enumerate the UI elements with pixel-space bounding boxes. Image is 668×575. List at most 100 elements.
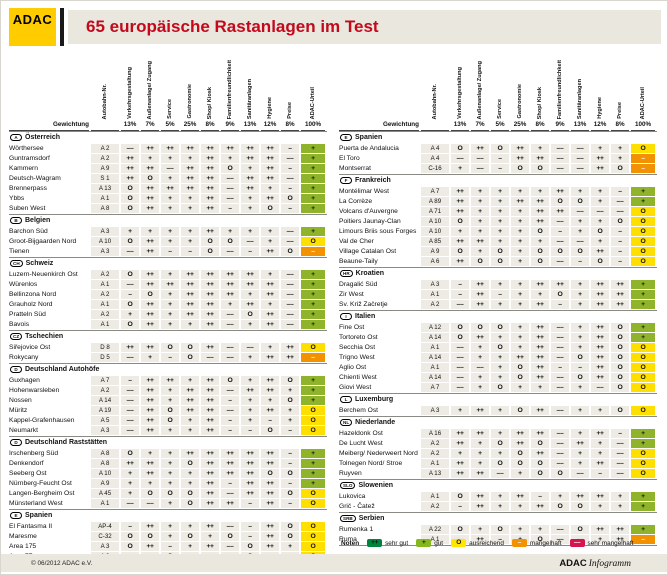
rating-cell: + <box>121 489 139 498</box>
adac-logo: ADAC <box>9 8 56 46</box>
rating-cell: –– <box>471 164 489 173</box>
rest-area-row: Giovi West A 7 –– + O + + –– + –– O O <box>339 383 657 392</box>
road-number: A 71 <box>421 207 449 216</box>
rating-cell: – <box>491 290 509 299</box>
rating-cell: ++ <box>261 247 279 256</box>
rating-cell: + <box>201 532 219 541</box>
country-section-header: SRB Serbien <box>339 512 657 524</box>
country-section-header: CZ Tschechien <box>9 330 327 342</box>
rest-area-row: Grauholz Nord A 1 O ++ + ++ ++ + ++ + –– + <box>9 300 327 309</box>
rating-cell: O <box>121 449 139 458</box>
rating-cell: – <box>451 280 469 289</box>
rating-cell: –– <box>591 207 609 216</box>
country-section: HR Kroatien Dragalić Süd A 3– ++ + + ++ ++ + ++ ++ +… <box>339 267 657 309</box>
rating-cell: –– <box>221 542 239 551</box>
rating-cell: + <box>261 343 279 352</box>
legend-item: ++ sehr gut <box>367 539 408 547</box>
country-name: Spanien <box>25 512 53 519</box>
road-number: A 1 <box>91 499 119 508</box>
rating-cell: ++ <box>261 280 279 289</box>
adac-verdict-cell: O <box>301 522 325 531</box>
adac-verdict-cell: + <box>301 396 325 405</box>
rating-cell: O <box>121 237 139 246</box>
rating-cell: ++ <box>261 406 279 415</box>
rating-cell: –– <box>241 343 259 352</box>
rating-cell: ++ <box>471 290 489 299</box>
rating-cell: O <box>141 489 159 498</box>
country-badge: E <box>10 512 22 519</box>
rating-cell: + <box>471 449 489 458</box>
rating-cell: + <box>491 406 509 415</box>
rating-cell: O <box>551 469 569 478</box>
rating-cell: – <box>241 247 259 256</box>
rating-cell: O <box>141 532 159 541</box>
rating-cell: ++ <box>221 144 239 153</box>
road-number: A 7 <box>91 376 119 385</box>
rating-cell: + <box>161 449 179 458</box>
rating-cell: ++ <box>221 280 239 289</box>
road-number: A 13 <box>421 469 449 478</box>
rest-area-name: Grauholz Nord <box>9 301 53 308</box>
rating-cell: ++ <box>181 300 199 309</box>
road-number: A 1 <box>91 280 119 289</box>
rest-area-name: Münsterland West <box>9 500 63 507</box>
rating-cell: –– <box>451 363 469 372</box>
adac-verdict-cell: + <box>301 376 325 385</box>
rating-cell: O <box>451 333 469 342</box>
column-header: Außenanlage/ Zugang <box>476 60 483 119</box>
rating-cell: ++ <box>611 525 629 534</box>
rating-cell: + <box>591 237 609 246</box>
country-badge: I <box>340 313 352 320</box>
rating-cell: O <box>491 525 509 534</box>
rating-cell: + <box>471 353 489 362</box>
rating-cell: –– <box>121 144 139 153</box>
rating-cell: + <box>611 154 629 163</box>
rating-cell: ++ <box>161 144 179 153</box>
rest-area-name: Barchon Süd <box>9 228 48 235</box>
road-number: A 2 <box>421 502 449 511</box>
rating-cell: ++ <box>451 197 469 206</box>
rating-cell: – <box>281 449 299 458</box>
rating-cell: – <box>281 204 299 213</box>
road-number: C-32 <box>91 532 119 541</box>
rest-area-name: Luzern-Neuenkirch Ost <box>9 271 78 278</box>
rating-cell: –– <box>551 406 569 415</box>
rating-cell: O <box>241 310 259 319</box>
rating-cell: O <box>121 184 139 193</box>
country-section: D Deutschland Raststätten Irschenberg Süd A… <box>9 436 327 508</box>
country-section: B Belgien Barchon Süd A 3 + + + + ++ + + + –– + Groot-… <box>9 214 327 256</box>
rating-cell: ++ <box>241 270 259 279</box>
rest-area-name: Würenlos <box>9 281 38 288</box>
rating-cell: O <box>611 217 629 226</box>
country-badge: D <box>10 439 22 446</box>
column-header: Autobahn-Nr. <box>431 83 438 119</box>
rating-cell: ++ <box>261 522 279 531</box>
rating-cell: + <box>591 502 609 511</box>
country-badge: NL <box>340 419 353 426</box>
rating-cell: ++ <box>611 300 629 309</box>
rating-cell: ++ <box>201 154 219 163</box>
rest-area-row: Pratteln Süd A 2 + ++ + ++ ++ –– O ++ –– + <box>9 310 327 319</box>
legend-item: + gut <box>416 539 443 547</box>
rating-cell: ++ <box>201 386 219 395</box>
road-number: A 2 <box>91 270 119 279</box>
country-badge: SRB <box>340 515 356 522</box>
rating-cell: –– <box>221 174 239 183</box>
rating-cell: – <box>241 426 259 435</box>
rest-area-name: Rumenka 1 <box>339 526 374 533</box>
rating-cell: –– <box>551 373 569 382</box>
rating-cell: ++ <box>141 144 159 153</box>
rating-cell: ++ <box>181 310 199 319</box>
country-badge: CH <box>10 260 23 267</box>
rating-cell: O <box>261 204 279 213</box>
rating-cell: O <box>611 363 629 372</box>
rating-cell: ++ <box>471 333 489 342</box>
rating-cell: ++ <box>201 416 219 425</box>
rating-cell: – <box>181 247 199 256</box>
country-name: Österreich <box>25 134 61 141</box>
rest-area-name: Aglio Ost <box>339 364 367 371</box>
rating-cell: ++ <box>121 343 139 352</box>
rating-cell: + <box>611 144 629 153</box>
column-header: Gastronomie <box>186 84 193 119</box>
